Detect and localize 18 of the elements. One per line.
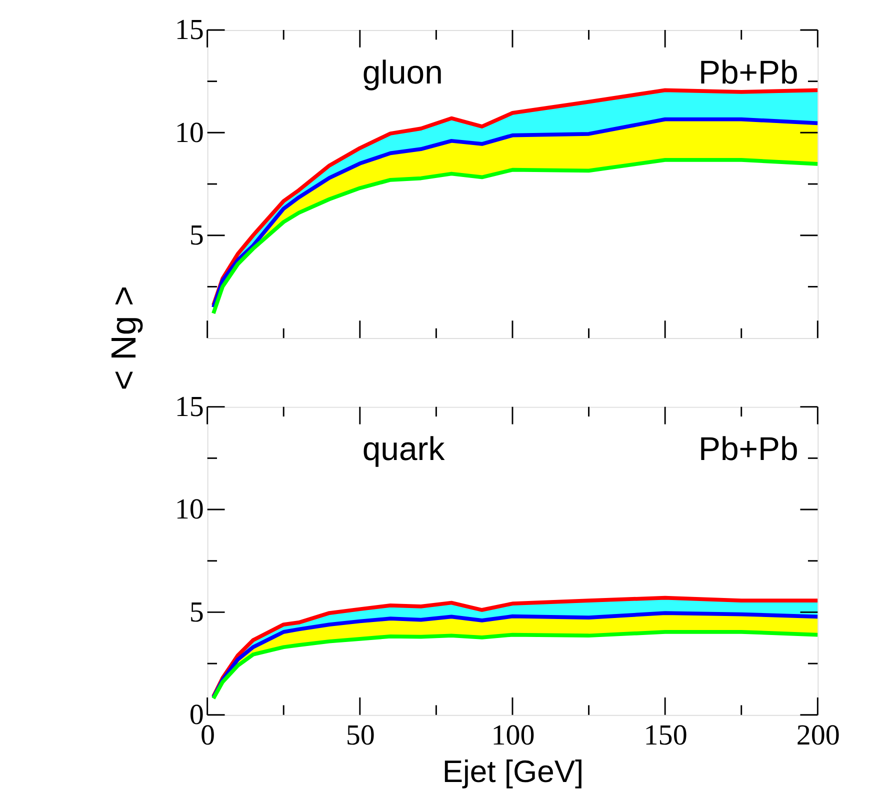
x-tick-label: 100 xyxy=(491,719,535,752)
line-series xyxy=(211,158,818,316)
y-tick-label: 15 xyxy=(174,391,204,424)
line-series xyxy=(211,630,818,700)
x-tick-label: 150 xyxy=(644,719,688,752)
annotation: gluon xyxy=(362,53,443,90)
y-tick-label: 5 xyxy=(189,596,204,628)
annotation: Pb+Pb xyxy=(698,430,798,468)
x-axis-title: Ejet [GeV] xyxy=(442,754,584,790)
y-tick-label: 10 xyxy=(174,494,204,526)
y-tick-label: 5 xyxy=(189,220,204,252)
y-tick-label: 15 xyxy=(174,14,204,46)
annotation: quark xyxy=(362,430,446,468)
y-axis-title: < Ng > xyxy=(104,286,144,390)
y-tick-label: 10 xyxy=(174,116,204,149)
annotation: Pb+Pb xyxy=(698,53,798,90)
x-tick-label: 200 xyxy=(796,719,840,752)
x-tick-label: 50 xyxy=(346,719,375,752)
